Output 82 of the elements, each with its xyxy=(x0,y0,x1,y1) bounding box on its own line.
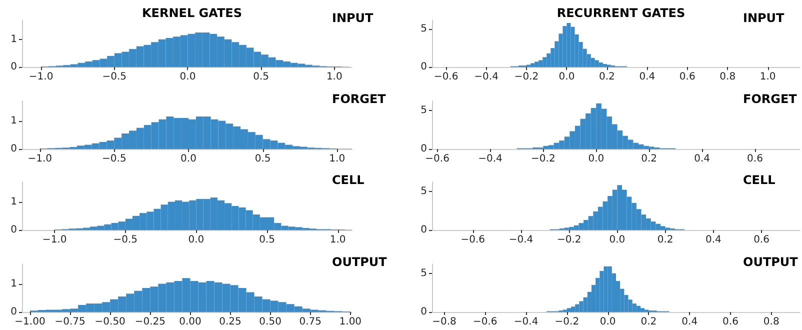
x-tick-label: −0.6 xyxy=(434,72,458,82)
x-tick-label: 0.6 xyxy=(722,316,738,328)
x-tick-label: 0.0 xyxy=(188,234,204,246)
y-tick-label: 5 xyxy=(420,186,427,197)
chart-title: KERNEL GATES xyxy=(142,6,242,20)
x-tick-label: 0.4 xyxy=(705,234,722,246)
x-tick-label: 0.0 xyxy=(600,316,616,328)
x-tick-label: −1.00 xyxy=(14,316,46,328)
annotation: OUTPUT xyxy=(743,255,799,269)
y-tick-label: 0 xyxy=(10,144,17,154)
x-tick-label: 0.5 xyxy=(253,72,270,82)
x-tick-label: −0.2 xyxy=(554,316,580,328)
x-tick-label: 0.5 xyxy=(259,234,275,246)
x-tick-label: −0.2 xyxy=(514,72,539,82)
x-tick-label: 0.75 xyxy=(299,316,322,328)
x-tick-label: 0.0 xyxy=(588,154,604,164)
annotation: FORGET xyxy=(332,92,387,106)
x-tick-label: 0.4 xyxy=(639,72,656,82)
x-tick-label: −0.75 xyxy=(54,316,86,328)
x-tick-label: 1.00 xyxy=(339,316,362,328)
x-tick-label: 0.5 xyxy=(254,154,271,164)
annotation: OUTPUT xyxy=(332,255,388,269)
x-tick-label: 0.25 xyxy=(219,316,242,328)
y-tick-label: 1 xyxy=(10,34,17,45)
y-tick-label: 1 xyxy=(10,115,17,126)
x-tick-label: 0.4 xyxy=(682,316,698,328)
y-tick-label: 5 xyxy=(420,104,427,116)
x-tick-label: 0.0 xyxy=(558,72,575,82)
x-tick-label: 0.0 xyxy=(180,72,196,82)
annotation: FORGET xyxy=(743,92,798,106)
x-tick-label: 0.50 xyxy=(259,316,282,328)
x-tick-label: 0.00 xyxy=(179,316,202,328)
x-tick-label: −0.25 xyxy=(134,316,166,328)
x-tick-label: −0.4 xyxy=(478,154,502,164)
y-tick-label: 1 xyxy=(10,278,17,290)
annotation: INPUT xyxy=(743,11,786,25)
x-tick-label: 1.0 xyxy=(330,234,346,246)
x-tick-label: 0.2 xyxy=(640,316,657,328)
y-tick-label: 1 xyxy=(10,196,17,208)
y-tick-label: 5 xyxy=(420,24,427,35)
y-tick-label: 0 xyxy=(420,306,427,318)
x-tick-label: −0.4 xyxy=(514,316,538,328)
y-tick-label: 0 xyxy=(10,224,17,236)
annotation: CELL xyxy=(332,173,365,187)
x-tick-label: −1.0 xyxy=(28,154,52,164)
y-tick-label: 0 xyxy=(10,62,17,72)
x-tick-label: 0.6 xyxy=(747,154,763,164)
x-tick-label: 0.6 xyxy=(754,234,770,246)
x-tick-label: 0.4 xyxy=(694,154,710,164)
x-tick-label: 1.0 xyxy=(326,72,342,82)
x-tick-label: 0.0 xyxy=(180,154,196,164)
x-tick-label: 0.6 xyxy=(679,72,696,82)
y-tick-label: 0 xyxy=(420,144,427,154)
x-tick-label: −0.6 xyxy=(473,316,498,328)
x-tick-label: −0.5 xyxy=(102,154,126,164)
y-tick-label: 0 xyxy=(10,306,17,318)
annotation: CELL xyxy=(743,173,776,187)
x-tick-label: −0.6 xyxy=(460,234,486,246)
x-tick-label: −0.6 xyxy=(425,154,450,164)
x-tick-label: −0.50 xyxy=(94,316,126,328)
x-tick-label: −0.5 xyxy=(113,234,138,246)
x-tick-label: −1.0 xyxy=(42,234,67,246)
x-tick-label: −0.8 xyxy=(432,316,456,328)
chart-title: RECURRENT GATES xyxy=(556,6,686,20)
annotation: INPUT xyxy=(332,11,374,25)
y-tick-label: 0 xyxy=(420,224,427,236)
x-tick-label: 1.0 xyxy=(760,72,776,82)
x-tick-label: 0.2 xyxy=(599,72,615,82)
y-tick-label: 0 xyxy=(420,62,427,72)
x-tick-label: 0.8 xyxy=(763,316,780,328)
x-tick-label: 0.0 xyxy=(609,234,626,246)
x-tick-label: 0.2 xyxy=(641,154,658,164)
x-tick-label: 1.0 xyxy=(329,154,346,164)
x-tick-label: 0.2 xyxy=(657,234,674,246)
x-tick-label: −0.4 xyxy=(474,72,498,82)
x-tick-label: 0.8 xyxy=(720,72,736,82)
x-tick-label: −1.0 xyxy=(28,72,54,82)
x-tick-label: −0.5 xyxy=(102,72,127,82)
x-tick-label: −0.2 xyxy=(556,234,582,246)
x-tick-label: −0.2 xyxy=(531,154,556,164)
y-tick-label: 5 xyxy=(420,268,427,279)
x-tick-label: −0.4 xyxy=(508,234,534,246)
